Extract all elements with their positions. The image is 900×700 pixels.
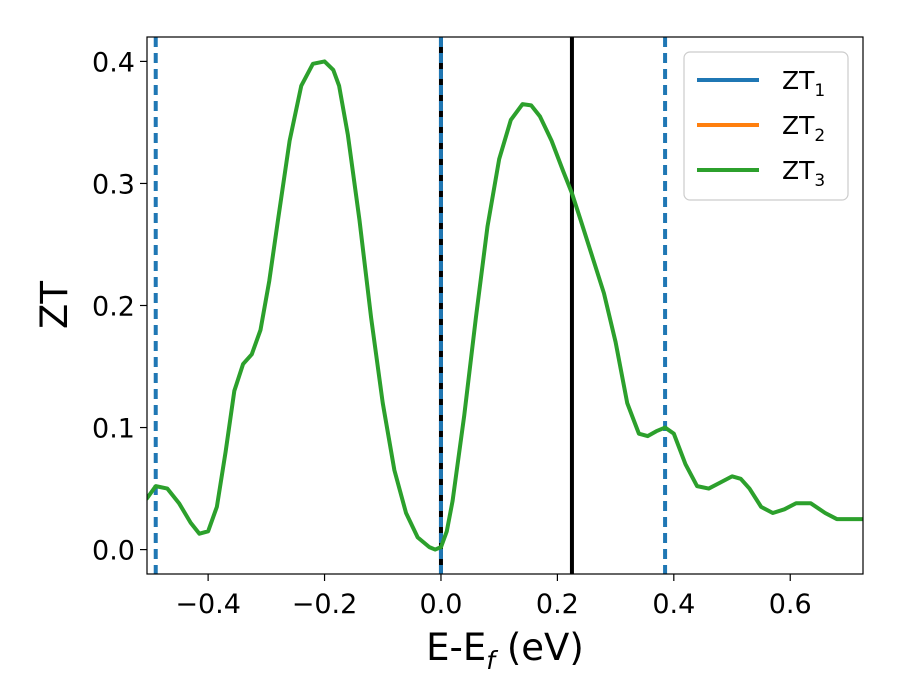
x-tick-label: −0.2 (292, 589, 358, 620)
vertical-reference-lines (153, 37, 668, 574)
x-tick-label: 0.0 (419, 589, 462, 620)
series-lines (147, 59, 863, 552)
y-tick-label: 0.1 (92, 414, 135, 445)
legend-label-2: ZT2 (782, 111, 825, 146)
legend-box (683, 51, 849, 201)
x-tick-label: 0.6 (769, 589, 812, 620)
x-axis-label: E-Ef (eV) (426, 626, 584, 675)
x-tick-label: 0.4 (652, 589, 695, 620)
series-line-3 (147, 59, 863, 552)
y-tick-label: 0.0 (92, 536, 135, 567)
y-axis-label: ZT (33, 281, 76, 329)
y-axis-ticks: 0.0 0.1 0.2 0.3 0.4 (92, 47, 147, 567)
y-tick-label: 0.4 (92, 47, 135, 78)
legend: ZT1 ZT2 ZT3 (683, 51, 849, 201)
x-axis-ticks: −0.4 −0.2 0.0 0.2 0.4 0.6 (175, 574, 812, 620)
y-tick-label: 0.3 (92, 169, 135, 200)
legend-label-1: ZT1 (782, 66, 825, 101)
y-tick-label: 0.2 (92, 292, 135, 323)
x-tick-label: −0.4 (175, 589, 241, 620)
x-tick-label: 0.2 (536, 589, 579, 620)
legend-label-3: ZT3 (782, 156, 825, 191)
